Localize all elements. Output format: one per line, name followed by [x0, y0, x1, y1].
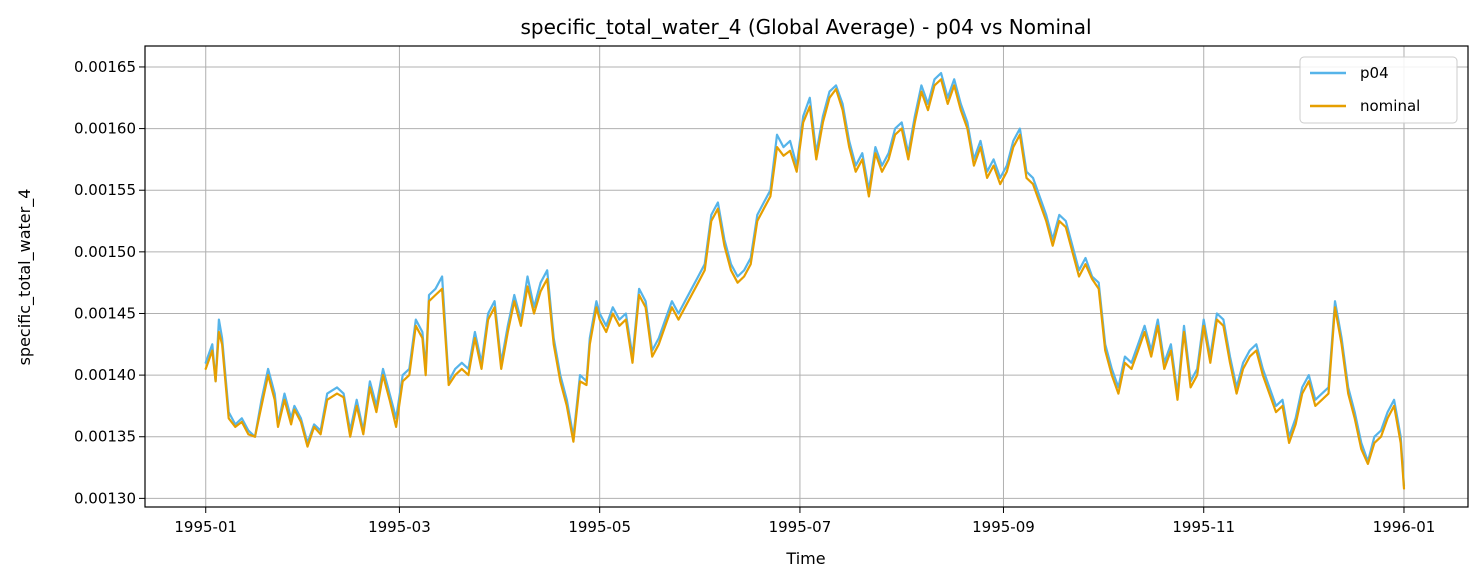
- grid: [145, 46, 1468, 507]
- legend-label-p04: p04: [1360, 64, 1389, 82]
- x-tick-label: 1995-11: [1172, 518, 1235, 536]
- y-axis-title: specific_total_water_4: [15, 189, 35, 366]
- plot-frame: [144, 45, 1469, 508]
- y-tick-label: 0.00150: [74, 243, 136, 261]
- x-tick-label: 1995-01: [174, 518, 237, 536]
- legend: p04 nominal: [1299, 56, 1458, 124]
- y-tick-label: 0.00130: [74, 489, 136, 507]
- y-tick-label: 0.00145: [74, 304, 136, 322]
- y-tick-label: 0.00160: [74, 120, 136, 138]
- legend-label-nominal: nominal: [1360, 97, 1420, 115]
- series-line-nominal: [204, 78, 1406, 490]
- x-tick-label: 1995-09: [972, 518, 1035, 536]
- chart-title: specific_total_water_4 (Global Average) …: [520, 15, 1091, 39]
- x-tick-label: 1995-07: [769, 518, 832, 536]
- y-tick-label: 0.00140: [74, 366, 136, 384]
- y-tick-label: 0.00135: [74, 428, 136, 446]
- x-axis-title: Time: [785, 549, 825, 568]
- x-tick-label: 1995-03: [368, 518, 431, 536]
- x-tick-label: 1996-01: [1373, 518, 1436, 536]
- plot-area: [145, 46, 1468, 507]
- x-tick-label: 1995-05: [568, 518, 631, 536]
- x-axis: 1995-01 1995-03 1995-05 1995-07 1995-09 1995-…: [174, 507, 1435, 536]
- y-tick-label: 0.00155: [74, 181, 136, 199]
- series-layer: [204, 71, 1406, 490]
- y-tick-label: 0.00165: [74, 58, 136, 76]
- y-axis: 0.00130 0.00135 0.00140 0.00145 0.00150 0.001…: [74, 58, 145, 507]
